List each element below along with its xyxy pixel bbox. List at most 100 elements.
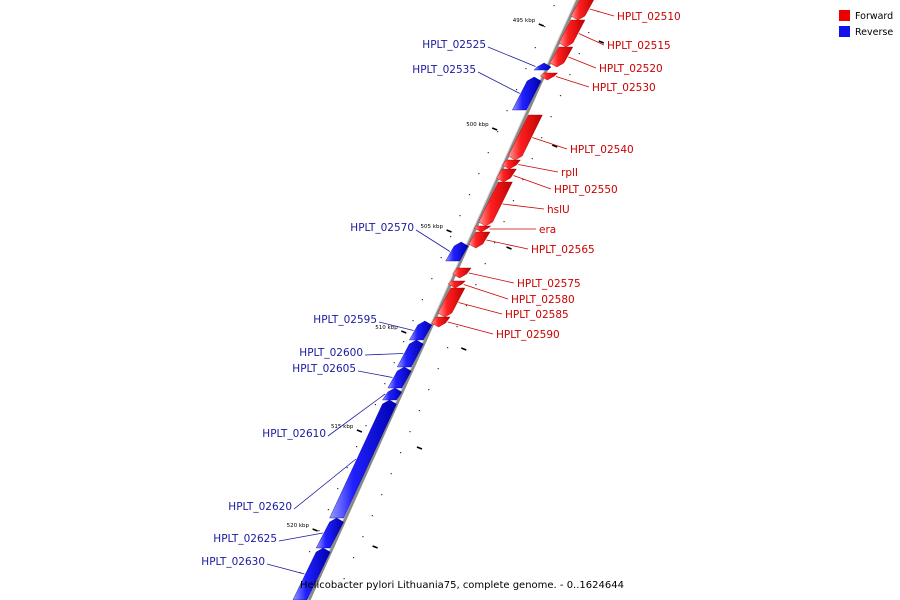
forward-leader-line	[468, 272, 515, 284]
reverse-gene-label[interactable]: HPLT_02525	[422, 39, 486, 51]
forward-gene-12[interactable]	[437, 287, 466, 318]
minor-tick	[447, 347, 449, 349]
reverse-gene-label[interactable]: HPLT_02630	[201, 556, 265, 568]
reverse-gene-7[interactable]	[329, 399, 397, 519]
major-tick	[312, 528, 318, 532]
reverse-gene-6[interactable]	[382, 387, 403, 401]
reverse-gene-label[interactable]: HPLT_02570	[350, 222, 414, 234]
minor-tick	[381, 494, 383, 496]
forward-leader-line	[532, 137, 568, 150]
forward-gene-label[interactable]: HPLT_02515	[607, 40, 671, 52]
reverse-gene-1[interactable]	[512, 76, 542, 111]
reverse-leader-line	[357, 370, 393, 378]
minor-tick	[588, 32, 590, 34]
reverse-gene-label[interactable]: HPLT_02620	[228, 501, 292, 513]
major-tick	[446, 229, 452, 233]
minor-tick	[512, 200, 515, 202]
forward-gene-2[interactable]	[549, 46, 574, 68]
minor-tick	[418, 410, 420, 412]
forward-gene-label[interactable]: rplI	[561, 167, 578, 179]
major-tick	[400, 330, 407, 334]
forward-leader-line	[555, 76, 590, 88]
reverse-gene-9[interactable]	[292, 547, 331, 600]
reverse-leader-line	[378, 321, 414, 331]
reverse-gene-2[interactable]	[445, 241, 469, 262]
reverse-gene-label[interactable]: HPLT_02610	[262, 428, 326, 440]
reverse-gene-4[interactable]	[396, 339, 424, 368]
legend-reverse-label: Reverse	[855, 27, 893, 38]
minor-tick	[550, 116, 552, 118]
forward-gene-label[interactable]: HPLT_02540	[570, 144, 634, 156]
forward-gene-7[interactable]	[478, 181, 513, 227]
minor-tick	[569, 74, 571, 76]
minor-tick	[494, 242, 496, 244]
forward-gene-8[interactable]	[473, 225, 492, 233]
forward-gene-label[interactable]: HPLT_02530	[592, 82, 656, 94]
minor-tick	[440, 257, 442, 259]
forward-gene-4[interactable]	[507, 114, 543, 161]
reverse-gene-label[interactable]: HPLT_02600	[299, 347, 363, 359]
minor-tick	[541, 137, 543, 139]
major-tick	[460, 347, 467, 351]
minor-tick	[412, 320, 414, 322]
forward-leader-line	[589, 8, 615, 17]
minor-tick	[578, 53, 580, 55]
gene-features	[292, 0, 595, 600]
major-tick	[372, 545, 378, 549]
minor-tick	[465, 305, 468, 307]
forward-gene-1[interactable]	[558, 19, 586, 48]
reverse-gene-label[interactable]: HPLT_02595	[313, 314, 377, 326]
forward-gene-9[interactable]	[468, 231, 491, 249]
forward-gene-5[interactable]	[502, 159, 521, 170]
minor-tick	[393, 362, 395, 364]
reverse-leader-line	[278, 532, 323, 542]
reverse-leader-line	[327, 393, 386, 437]
forward-gene-label[interactable]: HPLT_02565	[531, 244, 595, 256]
forward-gene-0[interactable]	[570, 0, 595, 21]
forward-gene-label[interactable]: HPLT_02580	[511, 294, 575, 306]
major-tick	[598, 40, 605, 44]
minor-tick	[371, 515, 373, 517]
forward-gene-6[interactable]	[496, 168, 517, 183]
reverse-gene-0[interactable]	[533, 62, 552, 71]
forward-gene-3[interactable]	[540, 72, 559, 81]
reverse-gene-8[interactable]	[315, 517, 344, 549]
forward-gene-label[interactable]: HPLT_02585	[505, 309, 569, 321]
forward-gene-label[interactable]: era	[539, 224, 556, 236]
forward-gene-label[interactable]: HPLT_02575	[517, 278, 581, 290]
forward-gene-label[interactable]: HPLT_02520	[599, 63, 663, 75]
major-tick	[551, 144, 558, 148]
forward-gene-label[interactable]: HPLT_02590	[496, 329, 560, 341]
reverse-gene-label[interactable]: HPLT_02535	[412, 64, 476, 76]
reverse-gene-5[interactable]	[387, 366, 412, 389]
forward-gene-11[interactable]	[447, 280, 466, 289]
legend-reverse-swatch	[839, 26, 850, 37]
scale-label: 510 kbp	[375, 325, 398, 331]
forward-leader-line	[447, 321, 494, 335]
minor-tick	[346, 467, 348, 469]
minor-tick	[431, 278, 433, 280]
reverse-gene-label[interactable]: HPLT_02605	[292, 363, 356, 375]
forward-gene-10[interactable]	[452, 267, 472, 279]
minor-tick	[355, 446, 358, 448]
minor-tick	[374, 404, 376, 406]
minor-tick	[403, 341, 405, 343]
major-tick	[491, 127, 498, 131]
forward-leader-line	[502, 203, 545, 210]
scale-label: 505 kbp	[421, 224, 444, 230]
forward-gene-label[interactable]: HPLT_02510	[617, 11, 681, 23]
major-tick	[506, 246, 512, 250]
reverse-gene-label[interactable]: HPLT_02625	[213, 533, 277, 545]
minor-tick	[506, 110, 508, 112]
forward-gene-13[interactable]	[431, 316, 451, 328]
forward-gene-label[interactable]: hslU	[547, 204, 570, 216]
minor-tick	[390, 473, 392, 475]
scale-label: 500 kbp	[466, 122, 489, 128]
forward-gene-label[interactable]: HPLT_02550	[554, 184, 618, 196]
minor-tick	[308, 551, 311, 553]
reverse-leader-line	[293, 458, 357, 510]
reverse-gene-3[interactable]	[408, 320, 433, 341]
minor-tick	[525, 68, 527, 70]
minor-tick	[343, 578, 345, 580]
